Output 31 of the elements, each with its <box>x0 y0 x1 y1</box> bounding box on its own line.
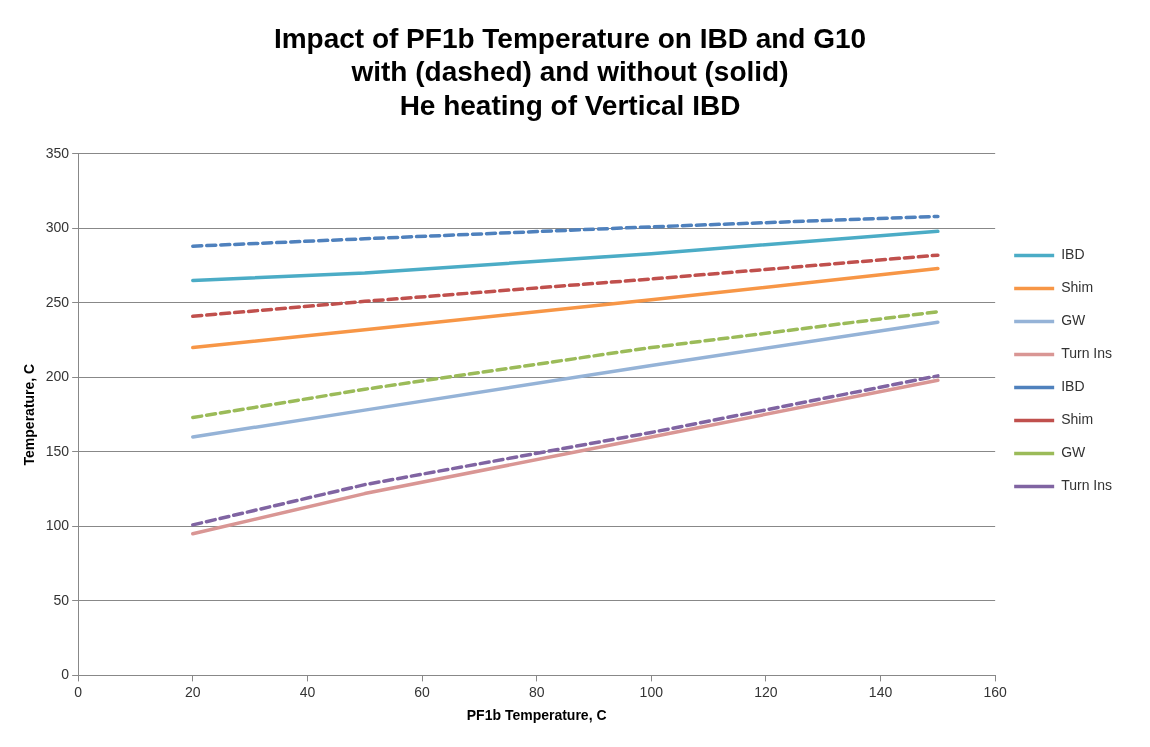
y-tick-label: 350 <box>45 144 70 161</box>
legend-label: Shim <box>1061 411 1094 428</box>
y-tick-label: 150 <box>45 442 70 459</box>
legend-label: Shim <box>1061 279 1094 296</box>
line-series <box>191 214 940 248</box>
x-tick-label: 140 <box>868 683 893 700</box>
x-tick-label: 20 <box>185 683 201 700</box>
x-tick-label: 120 <box>754 683 778 700</box>
x-tick-label: 0 <box>74 683 83 700</box>
y-tick-label: 300 <box>45 219 70 236</box>
line-series <box>191 310 940 420</box>
x-tick-label: 100 <box>639 683 664 700</box>
x-tick-label: 40 <box>299 683 316 700</box>
y-tick-label: 250 <box>45 293 70 310</box>
legend-label: Turn Ins <box>1061 345 1113 362</box>
y-tick-label: 50 <box>53 591 70 608</box>
x-tick-label: 160 <box>983 683 1008 700</box>
line-series <box>191 253 940 318</box>
legend-label: Turn Ins <box>1061 477 1113 494</box>
y-axis-title: Temperature, C <box>21 363 38 466</box>
x-axis-title: PF1b Temperature, C <box>466 707 607 724</box>
y-tick-label: 200 <box>45 368 70 385</box>
chart-title: Impact of PF1b Temperature on IBD and G10 with (dashed) and without (solid) He heating of Vertical IBD <box>273 22 867 121</box>
legend-label: GW <box>1061 444 1087 461</box>
x-tick-label: 80 <box>528 683 545 700</box>
y-tick-label: 0 <box>61 666 70 683</box>
x-tick-label: 60 <box>414 683 431 700</box>
legend-label: IBD <box>1061 246 1085 263</box>
y-tick-label: 100 <box>45 517 70 534</box>
legend-label: IBD <box>1061 378 1085 395</box>
legend-label: GW <box>1061 312 1087 329</box>
